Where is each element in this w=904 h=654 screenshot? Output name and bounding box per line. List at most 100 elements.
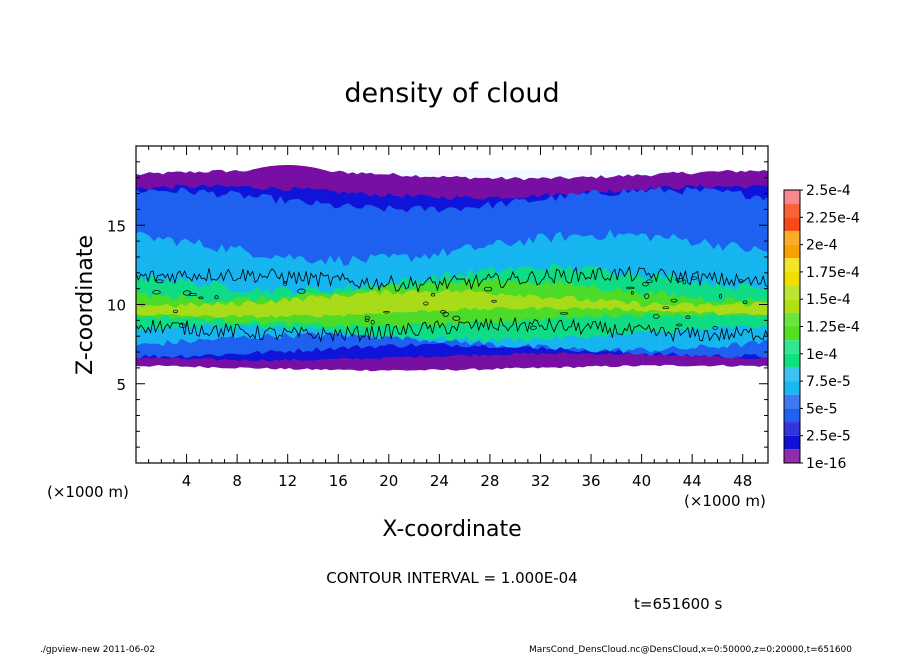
- x-tick-label: 24: [430, 472, 449, 490]
- contour-island: [283, 281, 288, 286]
- contour-island: [182, 290, 192, 296]
- contour-island: [670, 298, 678, 303]
- contour-island: [188, 293, 197, 297]
- colorbar-label: 7.5e-5: [806, 374, 851, 390]
- colorbar-segment: [784, 217, 800, 231]
- colorbar-segment: [784, 394, 800, 409]
- contour-island: [662, 306, 670, 309]
- contour-island: [682, 279, 686, 285]
- colorbar-segment: [784, 449, 800, 463]
- x-tick-label: 16: [329, 472, 348, 490]
- x-axis-unit-right: (×1000 m): [684, 492, 766, 510]
- contour-island: [559, 312, 569, 315]
- contour-island: [383, 311, 390, 314]
- x-tick-label: 48: [733, 472, 752, 490]
- colorbar-segment: [784, 258, 800, 272]
- contour-island: [173, 309, 178, 314]
- colorbar-label: 5e-5: [806, 401, 837, 417]
- colorbar-segment: [784, 367, 800, 382]
- contour-island: [214, 295, 219, 300]
- y-axis: 5 10 15: [107, 161, 768, 448]
- colorbar-segment: [784, 190, 800, 204]
- y-tick-label: 5: [116, 376, 126, 394]
- time-label: t=651600 s: [634, 595, 722, 613]
- x-axis-label: X-coordinate: [382, 517, 521, 542]
- x-tick-label: 36: [581, 472, 600, 490]
- contour-island: [364, 315, 370, 320]
- contour-island: [743, 300, 748, 305]
- colorbar-segment: [784, 422, 800, 436]
- x-axis-unit-left: (×1000 m): [47, 483, 129, 501]
- x-tick-label: 40: [632, 472, 651, 490]
- colorbar-label: 2.25e-4: [806, 210, 860, 226]
- contour-island: [423, 301, 429, 306]
- contour-lower: [136, 317, 768, 343]
- colorbar-label: 1.25e-4: [806, 320, 860, 336]
- contour-island: [155, 279, 164, 284]
- x-tick-label: 12: [278, 472, 297, 490]
- x-tick-label: 28: [480, 472, 499, 490]
- contour-island: [198, 296, 204, 300]
- contour-island: [152, 290, 161, 295]
- contour-island: [642, 282, 649, 287]
- footer-left: ./gpview-new 2011-06-02: [40, 645, 155, 654]
- contour-island: [630, 290, 634, 295]
- colorbar-label: 2.5e-4: [806, 183, 851, 199]
- colorbar-segment: [784, 244, 800, 259]
- contour-island: [370, 319, 375, 325]
- chart-title: density of cloud: [344, 78, 559, 109]
- contour-island: [452, 315, 461, 321]
- colorbar-segment: [784, 271, 800, 286]
- colorbar-label: 1.5e-4: [806, 292, 851, 308]
- colorbar-segment: [784, 408, 800, 423]
- colorbar-segment: [784, 435, 800, 450]
- colorbar-label: 1.75e-4: [806, 265, 860, 281]
- colorbar-label: 1e-16: [806, 456, 846, 472]
- contour-island: [430, 293, 436, 297]
- colorbar-segment: [784, 203, 800, 218]
- y-tick-label: 15: [107, 217, 126, 235]
- colorbar-segment: [784, 299, 800, 313]
- colorbar-label: 2e-4: [806, 238, 838, 254]
- contour-island: [491, 299, 497, 303]
- contour-island: [676, 323, 683, 327]
- contour-interval: CONTOUR INTERVAL = 1.000E-04: [326, 569, 577, 587]
- x-tick-label: 32: [531, 472, 550, 490]
- contour-lines: [136, 265, 768, 343]
- x-tick-label: 4: [182, 472, 192, 490]
- footer-right: MarsCond_DensCloud.nc@DensCloud,x=0:5000…: [529, 645, 852, 654]
- contour-upper: [136, 265, 768, 293]
- colorbar: 1e-16 2.5e-5 5e-5 7.5e-5 1e-4 1.25e-4 1.5e-4 1.…: [783, 183, 860, 472]
- x-axis: 4 8 12 16 20 24 28 32 36 40 44 48: [148, 146, 756, 490]
- contour-island: [643, 293, 650, 299]
- contour-island: [442, 311, 449, 317]
- colorbar-segment: [784, 326, 800, 341]
- contour-island: [719, 293, 722, 299]
- colorbar-segment: [784, 353, 800, 368]
- colorbar-segment: [784, 285, 800, 300]
- colorbar-label: 2.5e-5: [806, 429, 851, 445]
- contour-island: [690, 276, 698, 280]
- colorbar-segment: [784, 381, 800, 395]
- contour-island: [483, 286, 493, 292]
- colorbar-segment: [784, 340, 800, 354]
- x-tick-label: 8: [232, 472, 242, 490]
- x-tick-label: 44: [683, 472, 702, 490]
- colorbar-segment: [784, 230, 800, 245]
- contour-island: [529, 325, 537, 330]
- y-tick-label: 10: [107, 297, 126, 315]
- contour-island: [297, 288, 306, 294]
- colorbar-label: 1e-4: [806, 347, 838, 363]
- contour-island: [646, 279, 653, 284]
- colorbar-segment: [784, 312, 800, 327]
- x-tick-label: 20: [379, 472, 398, 490]
- plot-area: [136, 165, 768, 372]
- y-axis-label: Z-coordinate: [73, 235, 98, 375]
- contour-island: [712, 326, 718, 330]
- contour-island: [178, 323, 186, 328]
- contour-island: [652, 314, 660, 319]
- contour-island: [685, 315, 691, 320]
- contour-island: [738, 279, 744, 284]
- contour-island: [675, 277, 684, 282]
